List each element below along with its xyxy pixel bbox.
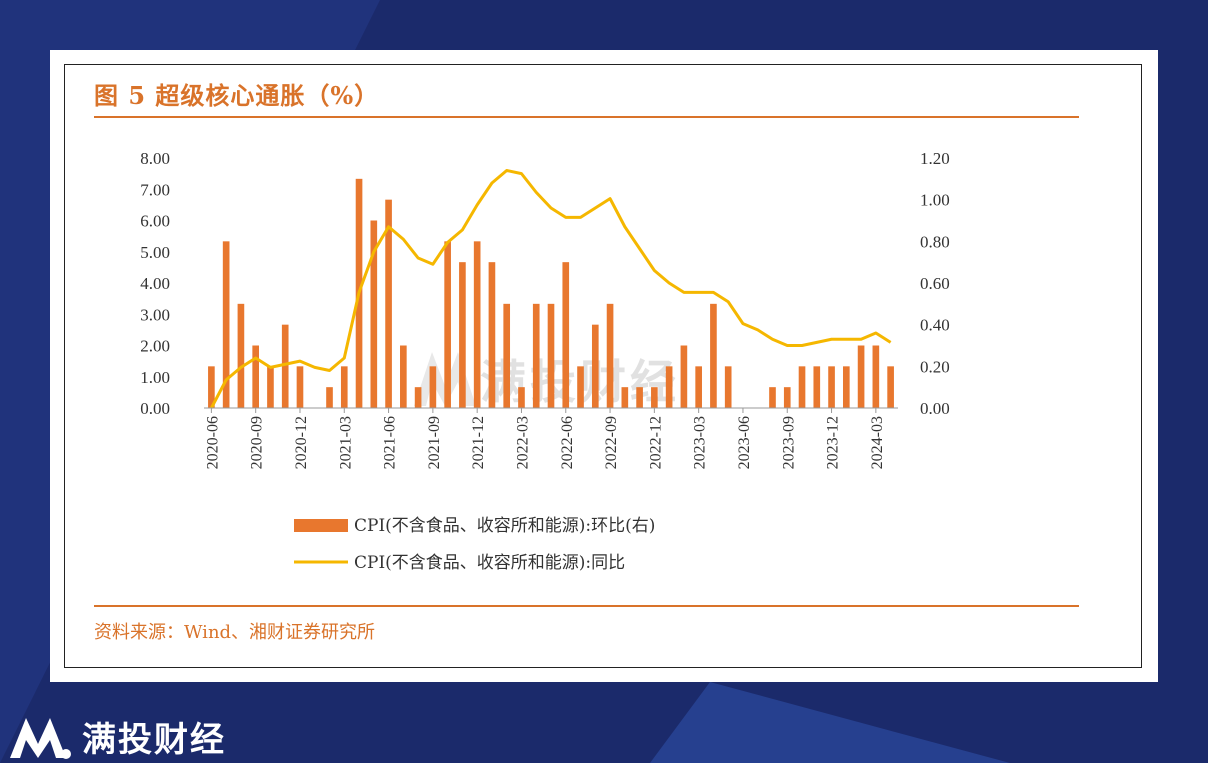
bar <box>695 366 702 408</box>
x-tick-label: 2023-12 <box>825 416 842 469</box>
bar <box>680 345 688 408</box>
right-tick-label: 0.80 <box>920 232 950 251</box>
x-tick-label: 2022-09 <box>603 416 620 469</box>
legend-bar-label: CPI(不含食品、收容所和能源):环比(右) <box>354 516 655 536</box>
bar <box>267 366 274 408</box>
bar <box>710 303 717 408</box>
left-tick-label: 5.00 <box>140 243 170 262</box>
left-tick-label: 7.00 <box>140 180 170 199</box>
bar <box>208 366 215 408</box>
bar <box>400 345 407 408</box>
bar <box>429 366 437 408</box>
bar <box>488 262 496 408</box>
bar <box>252 345 260 408</box>
brand-name: 满投财经 <box>82 720 226 760</box>
legend-line-label: CPI(不含食品、收容所和能源):同比 <box>354 553 625 573</box>
bar <box>591 324 599 408</box>
bar <box>444 241 451 408</box>
bar <box>857 345 865 408</box>
bar <box>503 303 511 408</box>
bar <box>340 366 348 408</box>
chart-title: 图 5 超级核心通胀（%） <box>94 81 380 110</box>
x-tick-label: 2020-09 <box>249 416 266 469</box>
legend-bar-swatch <box>294 519 348 532</box>
x-tick-label: 2024-03 <box>869 416 886 469</box>
bar <box>606 303 614 408</box>
x-tick-label: 2022-03 <box>514 416 531 469</box>
bar <box>237 303 245 408</box>
x-tick-label: 2020-06 <box>204 416 221 469</box>
brand-footer: 满投财经 <box>8 712 226 761</box>
title-rule <box>94 116 1079 118</box>
x-tick-label: 2021-06 <box>382 416 399 469</box>
left-tick-label: 6.00 <box>140 212 170 231</box>
x-tick-label: 2023-09 <box>780 416 797 469</box>
left-tick-label: 8.00 <box>140 149 170 168</box>
bar <box>577 366 584 408</box>
brand-logo-icon <box>10 717 71 759</box>
bar <box>813 366 821 408</box>
bar <box>887 366 894 408</box>
x-tick-label: 2022-06 <box>559 416 576 469</box>
bar <box>636 387 643 408</box>
background-triangle <box>650 682 1010 763</box>
bar <box>621 387 629 408</box>
bar <box>872 345 880 408</box>
source-rule <box>94 605 1079 607</box>
x-tick-label: 2023-03 <box>692 416 709 469</box>
right-tick-label: 0.40 <box>920 316 950 335</box>
bar <box>665 366 673 408</box>
chart-svg: 0.00 1.00 2.00 3.00 4.00 5.00 6.00 7.00 8.00 0.0… <box>140 149 950 573</box>
bar <box>326 387 333 408</box>
bar <box>222 241 230 408</box>
left-tick-label: 3.00 <box>140 305 170 324</box>
left-tick-label: 4.00 <box>140 274 170 293</box>
x-tick-label: 2023-06 <box>736 416 753 469</box>
bar <box>473 241 481 408</box>
bar <box>414 387 422 408</box>
bar <box>798 366 806 408</box>
left-tick-label: 2.00 <box>140 337 170 356</box>
bar <box>842 366 850 408</box>
source-text: 资料来源：Wind、湘财证券研究所 <box>94 622 376 643</box>
right-tick-label: 0.00 <box>920 399 950 418</box>
x-tick-label: 2021-09 <box>426 416 443 469</box>
bar <box>651 387 658 408</box>
left-tick-label: 0.00 <box>140 399 170 418</box>
bar <box>281 324 289 408</box>
right-tick-label: 0.20 <box>920 357 950 376</box>
x-tick-label: 2020-12 <box>293 416 310 469</box>
bar <box>828 366 835 408</box>
bar <box>532 303 540 408</box>
bar <box>370 220 378 408</box>
bar <box>562 262 570 408</box>
chart-frame <box>64 64 1142 668</box>
bar <box>296 366 304 408</box>
bar <box>518 387 525 408</box>
bar <box>547 303 555 408</box>
bar <box>385 199 392 408</box>
yoy-line <box>210 169 892 409</box>
x-tick-label: 2021-03 <box>337 416 354 469</box>
right-tick-label: 1.00 <box>920 191 950 210</box>
bar <box>783 387 791 408</box>
right-tick-label: 1.20 <box>920 149 950 168</box>
right-tick-label: 0.60 <box>920 274 950 293</box>
x-tick-label: 2021-12 <box>470 416 487 469</box>
left-tick-label: 1.00 <box>140 368 170 387</box>
x-tick-label: 2022-12 <box>647 416 664 469</box>
chart-card: 图 5 超级核心通胀（%） 资料来源：Wind、湘财证券研究所 满投财经 0.0… <box>50 50 1158 682</box>
bar <box>724 366 732 408</box>
bar <box>769 387 776 408</box>
bar <box>459 262 466 408</box>
